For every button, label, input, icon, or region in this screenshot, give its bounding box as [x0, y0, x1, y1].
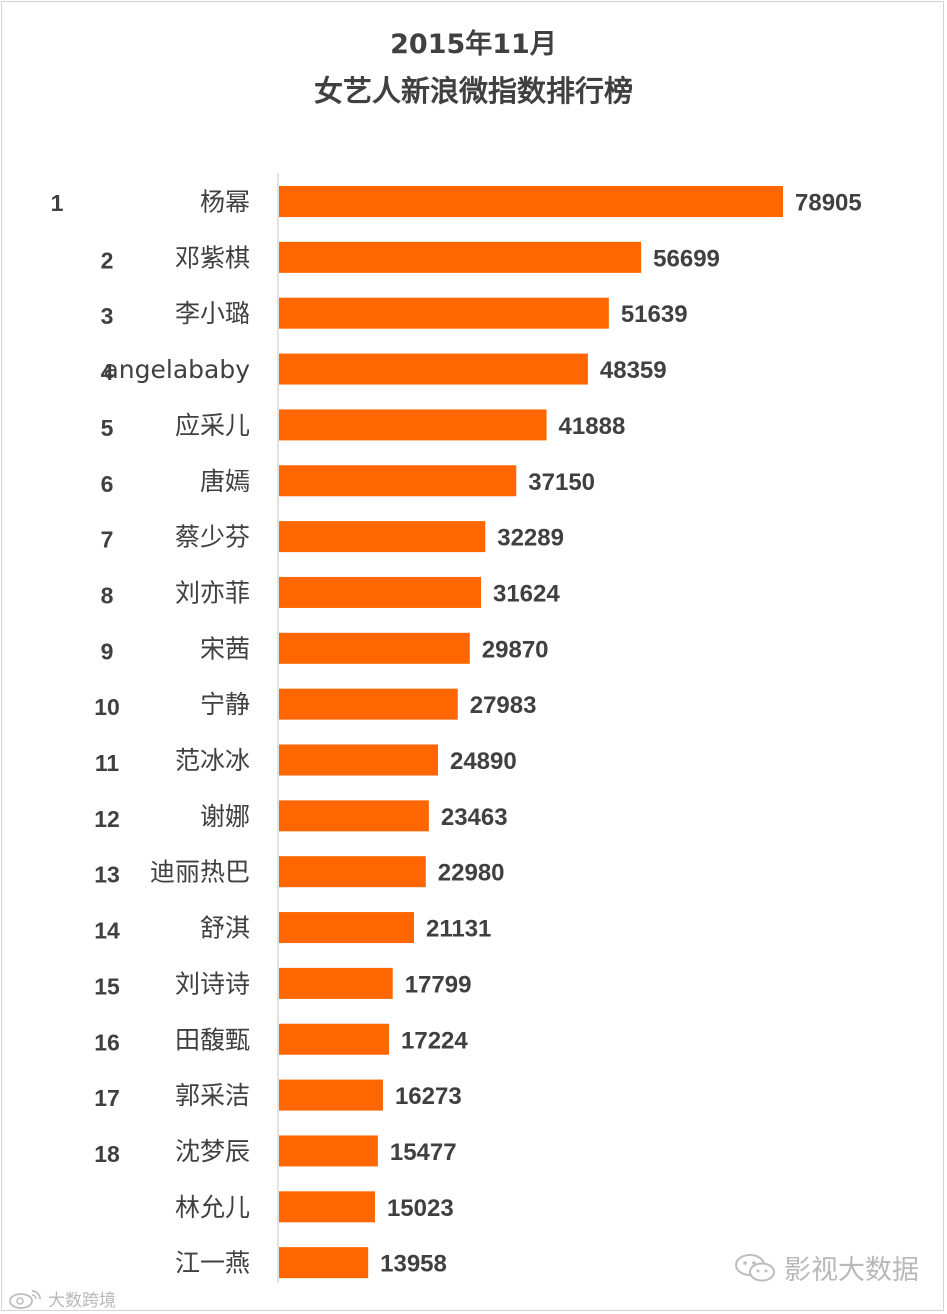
category-label: 蔡少芬: [175, 523, 250, 552]
watermark-right: 影视大数据: [734, 1248, 919, 1287]
data-label: 15477: [390, 1139, 457, 1166]
category-label: 郭采洁: [175, 1081, 250, 1110]
bar: [279, 800, 429, 832]
category-label: 刘诗诗: [175, 969, 250, 998]
category-label: 谢娜: [200, 802, 250, 831]
chart-title-line-2: 女艺人新浪微指数排行榜: [313, 74, 633, 108]
rank-label: 11: [95, 750, 120, 776]
bar: [279, 632, 470, 664]
category-label: 林允儿: [175, 1193, 250, 1222]
category-label: 迪丽热巴: [150, 858, 250, 887]
data-label: 21131: [426, 916, 491, 943]
data-label: 23463: [441, 804, 508, 831]
rank-label: 8: [101, 582, 114, 608]
rank-label: 12: [94, 806, 120, 832]
bar: [279, 297, 609, 329]
data-label: 51639: [621, 301, 688, 328]
weibo-icon: [9, 1289, 41, 1309]
rank-label: 17: [94, 1085, 120, 1111]
category-label: 宋茜: [200, 634, 250, 663]
watermark-right-text: 影视大数据: [784, 1255, 919, 1286]
category-label: 李小璐: [175, 299, 250, 328]
category-label: 邓紫棋: [175, 243, 250, 272]
bar: [279, 1023, 390, 1055]
category-label: 宁静: [200, 690, 250, 719]
bar: [279, 967, 393, 999]
category-label: 应采儿: [175, 411, 250, 440]
rank-label: 5: [101, 415, 114, 441]
data-label: 13958: [380, 1251, 447, 1278]
chart-title-line-1: 2015年11月: [390, 29, 557, 60]
bar: [279, 241, 642, 273]
category-label: 江一燕: [175, 1249, 250, 1278]
rank-label: 10: [94, 694, 120, 720]
bar: [279, 465, 517, 497]
bar: [279, 744, 438, 776]
bar: [279, 521, 486, 553]
bar: [279, 186, 783, 217]
data-label: 41888: [559, 413, 626, 440]
wechat-icon: [735, 1253, 775, 1281]
rank-label: 6: [101, 471, 114, 497]
rank-label: 9: [101, 638, 114, 664]
data-label: 56699: [653, 245, 720, 272]
category-label: 刘亦菲: [175, 578, 250, 607]
category-label: 唐嫣: [200, 467, 250, 496]
rank-label: 3: [101, 303, 114, 329]
rank-label: 4: [101, 359, 114, 385]
category-label: 田馥甄: [175, 1025, 250, 1054]
category-label: 杨幂: [200, 188, 250, 217]
watermark-left-text: 大数跨境: [48, 1291, 116, 1311]
bar: [279, 912, 414, 944]
bar: [279, 1079, 383, 1111]
category-label: 范冰冰: [175, 746, 250, 775]
category-label: angelababy: [103, 355, 250, 384]
data-label: 22980: [438, 860, 505, 887]
bar: [279, 409, 547, 441]
rank-label: 14: [94, 918, 120, 944]
data-label: 17799: [405, 971, 472, 998]
bar: [279, 856, 426, 888]
data-label: 15023: [387, 1195, 454, 1222]
data-label: 24890: [450, 748, 517, 775]
bar: [279, 688, 458, 720]
bar: [279, 576, 481, 608]
bar: [279, 1135, 378, 1167]
rank-label: 18: [94, 1141, 120, 1167]
data-label: 29870: [482, 636, 549, 663]
data-label: 78905: [795, 190, 862, 217]
data-label: 37150: [528, 469, 595, 496]
rank-label: 1: [51, 190, 64, 216]
rank-label: 2: [101, 247, 114, 273]
data-label: 17224: [401, 1027, 468, 1054]
rank-label: 15: [94, 973, 120, 999]
data-label: 32289: [497, 525, 564, 552]
category-label: 舒淇: [200, 914, 250, 943]
bar: [279, 1191, 375, 1223]
bar: [279, 353, 588, 385]
bar: [279, 1247, 369, 1279]
data-label: 16273: [395, 1083, 462, 1110]
rank-label: 16: [94, 1029, 120, 1055]
data-label: 31624: [493, 580, 560, 607]
rank-label: 7: [101, 527, 114, 553]
data-label: 27983: [470, 692, 537, 719]
watermark-left: 大数跨境: [8, 1286, 116, 1311]
rank-label: 13: [94, 862, 120, 888]
data-label: 48359: [600, 357, 667, 384]
category-label: 沈梦辰: [175, 1137, 250, 1166]
